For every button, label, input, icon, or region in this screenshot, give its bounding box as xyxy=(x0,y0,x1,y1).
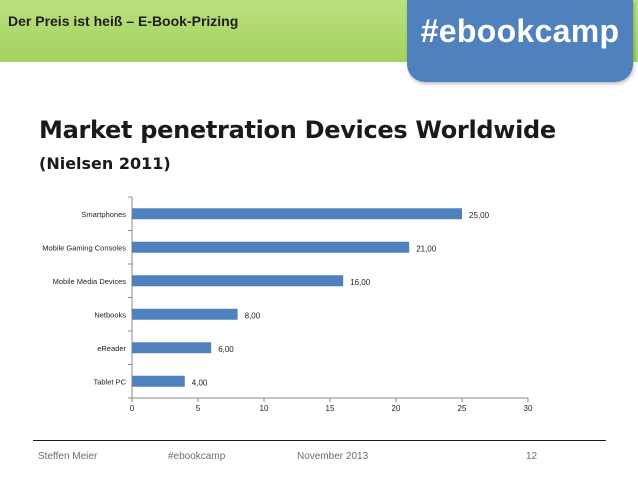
footer-divider xyxy=(33,440,606,441)
bar-value-label: 25,00 xyxy=(469,211,490,220)
category-label: Mobile Gaming Consoles xyxy=(42,243,126,252)
bar-value-label: 16,00 xyxy=(350,278,371,287)
category-label: Netbooks xyxy=(94,310,126,319)
bar xyxy=(132,275,344,287)
x-tick-label: 25 xyxy=(458,404,467,413)
bar xyxy=(132,208,462,220)
footer-date: November 2013 xyxy=(297,451,369,462)
chart-labels: 0 5 10 15 20 25 30 Smartphones 25,00 Mobile Gamin… xyxy=(42,210,533,413)
bar-value-label: 4,00 xyxy=(192,378,208,387)
bar-value-label: 6,00 xyxy=(218,345,234,354)
hashtag-badge: #ebookcamp xyxy=(407,0,633,82)
x-tick-label: 20 xyxy=(392,404,401,413)
category-label: Mobile Media Devices xyxy=(53,277,127,286)
x-tick-label: 10 xyxy=(260,404,269,413)
x-tick-label: 0 xyxy=(130,404,135,413)
bar xyxy=(132,375,185,387)
bar-value-label: 21,00 xyxy=(416,244,437,253)
hashtag-text: #ebookcamp xyxy=(420,13,620,49)
x-tick-label: 5 xyxy=(196,404,201,413)
footer-tag: #ebookcamp xyxy=(168,451,226,462)
slide-title: Market penetration Devices Worldwide xyxy=(39,116,556,144)
x-tick-label: 15 xyxy=(326,404,335,413)
bar-value-label: 8,00 xyxy=(245,311,261,320)
header-title: Der Preis ist heiß – E-Book-Prizing xyxy=(8,13,239,29)
chart-axes xyxy=(128,196,529,402)
bar xyxy=(132,342,212,354)
category-label: Smartphones xyxy=(81,210,126,219)
category-label: Tablet PC xyxy=(93,377,126,386)
footer-author: Steffen Meier xyxy=(38,451,98,462)
chart-bars xyxy=(132,208,462,387)
bar xyxy=(132,308,238,320)
slide-subtitle: (Nielsen 2011) xyxy=(39,154,171,173)
bar xyxy=(132,241,410,253)
category-label: eReader xyxy=(97,344,126,353)
footer-page-number: 12 xyxy=(526,451,538,462)
x-tick-label: 30 xyxy=(524,404,533,413)
